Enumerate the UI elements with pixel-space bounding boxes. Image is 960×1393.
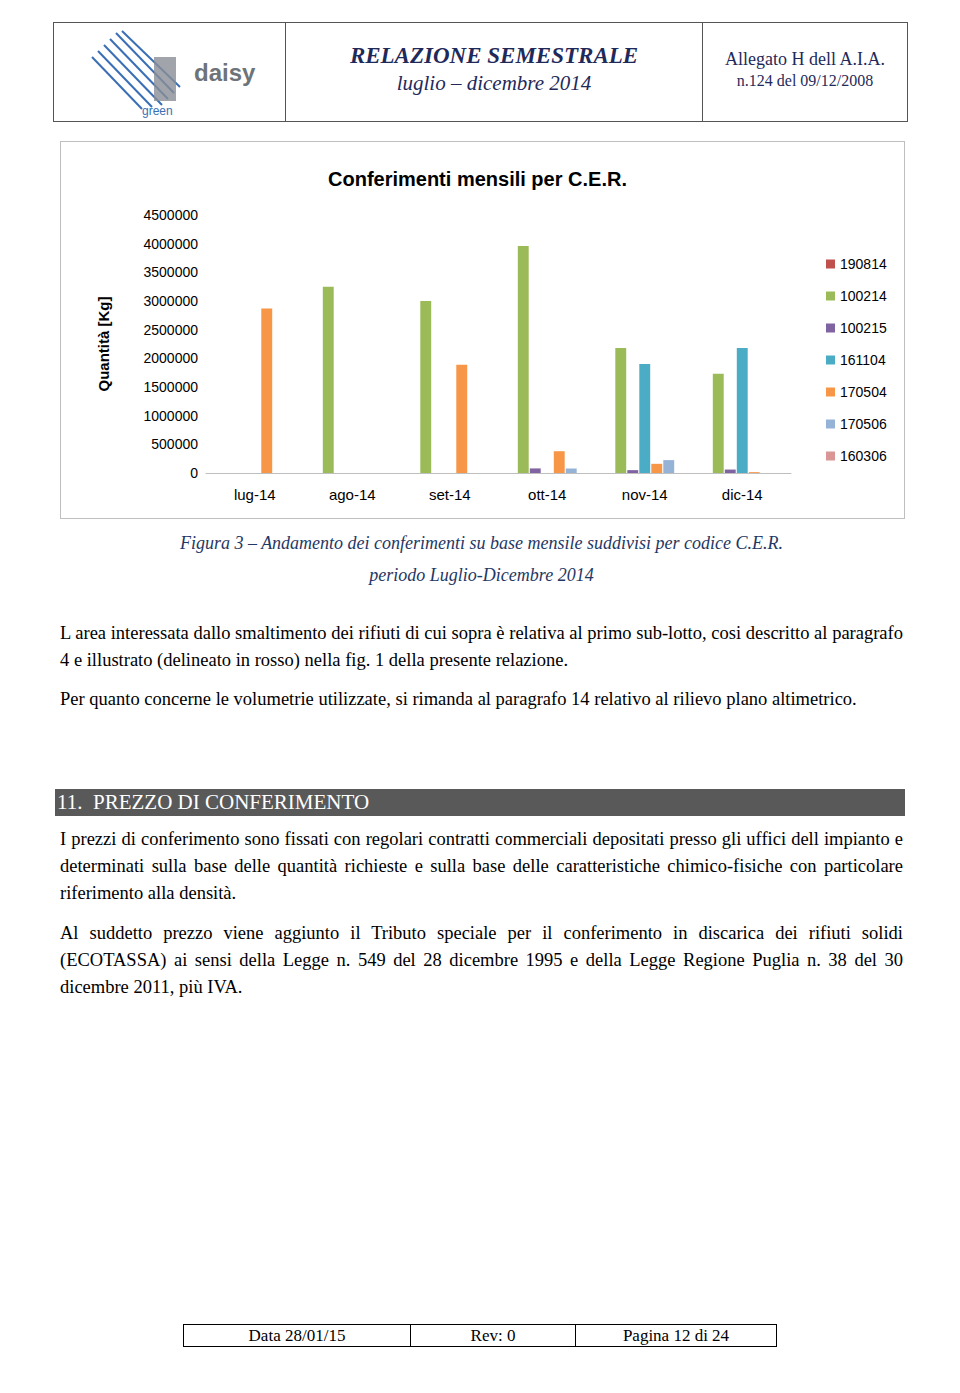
- html-text:luglio – dicembre 2014: luglio – dicembre 2014: [396, 71, 592, 95]
- html-text:11. PREZZO DI CONFERIMENTO: 11. PREZZO DI CONFERIMENTO: [57, 790, 370, 814]
- html-text:RELAZIONE SEMESTRALE: RELAZIONE SEMESTRALE: [349, 43, 639, 68]
- svg-text:160306: 160306: [840, 448, 887, 464]
- svg-text:170504: 170504: [840, 384, 887, 400]
- svg-text:190814: 190814: [840, 256, 887, 272]
- svg-text:Conferimenti mensili per C.E.R: Conferimenti mensili per C.E.R.: [328, 168, 627, 190]
- svg-text:3500000: 3500000: [143, 264, 198, 280]
- svg-text:0: 0: [190, 465, 198, 481]
- html-text:periodo Luglio-Dicembre 2014: periodo Luglio-Dicembre 2014: [369, 565, 594, 585]
- svg-text:Quantità [Kg]: Quantità [Kg]: [95, 297, 112, 392]
- svg-text:ott-14: ott-14: [528, 486, 566, 503]
- svg-text:500000: 500000: [151, 436, 198, 452]
- html-text:I prezzi di conferimento sono: I prezzi di conferimento sono fissati co…: [60, 829, 903, 903]
- svg-text:lug-14: lug-14: [234, 486, 276, 503]
- svg-text:4500000: 4500000: [143, 207, 198, 223]
- svg-text:2000000: 2000000: [143, 350, 198, 366]
- svg-text:nov-14: nov-14: [622, 486, 668, 503]
- svg-text:green: green: [142, 104, 173, 118]
- svg-text:170506: 170506: [840, 416, 887, 432]
- html-text:L area interessata dallo smalt: L area interessata dallo smaltimento dei…: [60, 623, 903, 670]
- svg-text:100214: 100214: [840, 288, 887, 304]
- svg-text:set-14: set-14: [429, 486, 471, 503]
- html-text:Allegato H dell A.I.A.: Allegato H dell A.I.A.: [725, 49, 885, 69]
- html-text:Figura 3 – Andamento dei confe: Figura 3 – Andamento dei conferimenti su…: [180, 533, 783, 553]
- svg-text:3000000: 3000000: [143, 293, 198, 309]
- svg-text:daisy: daisy: [194, 59, 256, 86]
- html-text:Al suddetto prezzo viene aggiu: Al suddetto prezzo viene aggiunto il Tri…: [60, 923, 903, 997]
- html-text:Pagina 12 di 24: Pagina 12 di 24: [622, 1326, 730, 1345]
- svg-text:161104: 161104: [840, 352, 886, 368]
- svg-text:1500000: 1500000: [143, 379, 198, 395]
- html-text:Rev: 0: Rev: 0: [470, 1326, 516, 1345]
- svg-text:1000000: 1000000: [143, 408, 198, 424]
- html-text:Data 28/01/15: Data 28/01/15: [248, 1326, 346, 1345]
- svg-text:100215: 100215: [840, 320, 887, 336]
- html-text:Per quanto concerne le volumet: Per quanto concerne le volumetrie utiliz…: [60, 689, 857, 709]
- svg-text:ago-14: ago-14: [329, 486, 376, 503]
- svg-text:dic-14: dic-14: [722, 486, 763, 503]
- html-text:n.124 del 09/12/2008: n.124 del 09/12/2008: [736, 72, 874, 89]
- svg-text:4000000: 4000000: [143, 236, 198, 252]
- svg-text:2500000: 2500000: [143, 322, 198, 338]
